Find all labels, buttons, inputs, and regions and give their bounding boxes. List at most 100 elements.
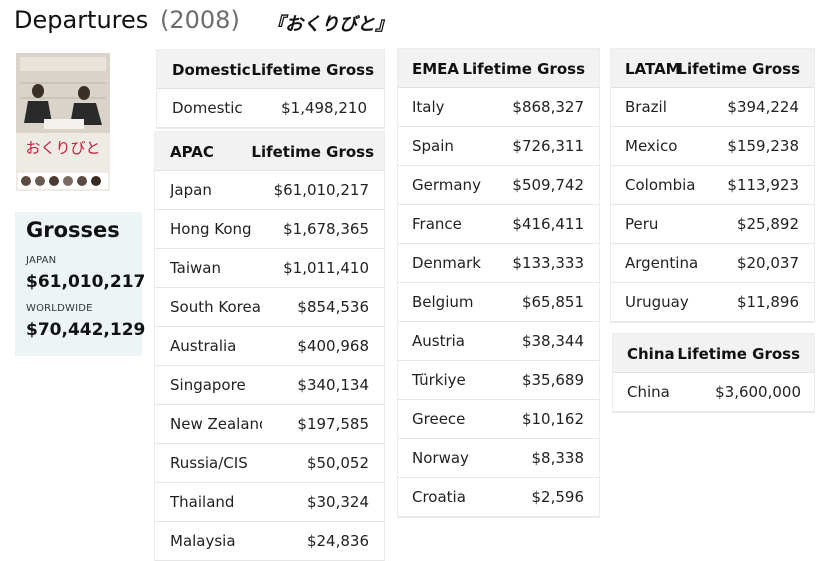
table-row: Japan $61,010,217	[155, 171, 384, 210]
region-header: APAC	[170, 143, 214, 161]
market-link[interactable]: Brazil	[625, 98, 667, 116]
release-year: (2008)	[160, 6, 240, 34]
lifetime-gross-header[interactable]: Lifetime Gross	[677, 345, 800, 363]
market-link[interactable]: Taiwan	[170, 259, 222, 277]
table-row: Germany $509,742	[398, 166, 599, 205]
region-header: Domestic	[172, 61, 251, 79]
gross-value: $65,851	[521, 293, 584, 311]
table-row: Belgium $65,851	[398, 283, 599, 322]
gross-value: $416,411	[512, 215, 584, 233]
market-link[interactable]: China	[627, 383, 670, 401]
table-row: Taiwan $1,011,410	[155, 249, 384, 288]
japanese-title: 『おくりびと』	[267, 14, 393, 35]
gross-value: $38,344	[521, 332, 584, 350]
gross-value: $113,923	[727, 176, 799, 194]
table-row: China $3,600,000	[613, 373, 814, 412]
market-link[interactable]: Colombia	[625, 176, 696, 194]
table-header: China Lifetime Gross	[613, 334, 814, 373]
market-link[interactable]: Thailand	[170, 493, 235, 511]
table-row: New Zealand $197,585	[155, 405, 384, 444]
table-row: Hong Kong $1,678,365	[155, 210, 384, 249]
market-link[interactable]: Argentina	[625, 254, 699, 272]
market-link[interactable]: Uruguay	[625, 293, 689, 311]
table-row: Australia $400,968	[155, 327, 384, 366]
market-link[interactable]: Mexico	[625, 137, 678, 155]
gross-value: $726,311	[512, 137, 584, 155]
movie-poster[interactable]: おくりびと	[16, 53, 110, 191]
latam-table: LATAM Lifetime Gross Brazil $394,224 Mexi…	[611, 49, 814, 322]
table-row: Türkiye $35,689	[398, 361, 599, 400]
market-link[interactable]: Domestic	[172, 99, 243, 117]
market-link[interactable]: Hong Kong	[170, 220, 252, 238]
table-row: Austria $38,344	[398, 322, 599, 361]
market-link[interactable]: Belgium	[412, 293, 474, 311]
lifetime-gross-header[interactable]: Lifetime Gross	[251, 143, 374, 161]
grosses-summary: Grosses JAPAN $61,010,217 WORLDWIDE $70,…	[15, 212, 146, 356]
market-link[interactable]: Austria	[412, 332, 465, 350]
gross-value: $1,498,210	[281, 99, 367, 117]
table-row: Italy $868,327	[398, 88, 599, 127]
table-row: Malaysia $24,836	[155, 522, 384, 561]
table-header: LATAM Lifetime Gross	[611, 49, 814, 88]
region-header: LATAM	[625, 60, 681, 78]
grosses-heading: Grosses	[26, 218, 120, 242]
page-title: Departures	[14, 6, 149, 34]
market-link[interactable]: Malaysia	[170, 532, 236, 550]
gross-value: $24,836	[306, 532, 369, 550]
japan-gross-label: JAPAN	[26, 255, 57, 266]
gross-value: $3,600,000	[715, 383, 801, 401]
lifetime-gross-header[interactable]: Lifetime Gross	[462, 60, 585, 78]
china-table: China Lifetime Gross China $3,600,000	[613, 334, 814, 412]
gross-value: $35,689	[521, 371, 584, 389]
worldwide-gross-label: WORLDWIDE	[26, 303, 93, 314]
table-row: Peru $25,892	[611, 205, 814, 244]
table-row: Norway $8,338	[398, 439, 599, 478]
market-link[interactable]: South Korea	[170, 298, 261, 316]
table-row: Domestic $1,498,210	[157, 89, 384, 128]
table-row: South Korea $854,536	[155, 288, 384, 327]
market-link[interactable]: Italy	[412, 98, 445, 116]
market-link[interactable]: Croatia	[412, 488, 466, 506]
table-header: APAC Lifetime Gross	[155, 132, 384, 171]
gross-value: $394,224	[727, 98, 799, 116]
market-link[interactable]: Norway	[412, 449, 469, 467]
table-header: EMEA Lifetime Gross	[398, 49, 599, 88]
market-link[interactable]: Türkiye	[412, 371, 466, 389]
region-header: EMEA	[412, 60, 460, 78]
page-header: Departures (2008) 『おくりびと』	[14, 6, 814, 42]
market-link[interactable]: Peru	[625, 215, 659, 233]
gross-value: $854,536	[297, 298, 369, 316]
gross-value: $197,585	[297, 415, 369, 433]
gross-value: $868,327	[512, 98, 584, 116]
table-row: Denmark $133,333	[398, 244, 599, 283]
gross-value: $25,892	[736, 215, 799, 233]
lifetime-gross-header[interactable]: Lifetime Gross	[251, 61, 374, 79]
market-link[interactable]: Denmark	[412, 254, 481, 272]
market-link[interactable]: Germany	[412, 176, 481, 194]
region-header: China	[627, 345, 675, 363]
market-link[interactable]: Singapore	[170, 376, 246, 394]
gross-value: $2,596	[531, 488, 585, 506]
worldwide-gross-value: $70,442,129	[26, 320, 146, 340]
market-link[interactable]: Australia	[170, 337, 237, 355]
market-link[interactable]: Spain	[412, 137, 454, 155]
market-link[interactable]: Russia/CIS	[170, 454, 248, 472]
table-row: Colombia $113,923	[611, 166, 814, 205]
table-row: Argentina $20,037	[611, 244, 814, 283]
market-link[interactable]: France	[412, 215, 462, 233]
table-row: Thailand $30,324	[155, 483, 384, 522]
gross-value: $8,338	[531, 449, 585, 467]
gross-value: $50,052	[306, 454, 369, 472]
japan-gross-value: $61,010,217	[26, 272, 146, 292]
market-link[interactable]: Greece	[412, 410, 466, 428]
gross-value: $1,011,410	[283, 259, 369, 277]
gross-value: $509,742	[512, 176, 584, 194]
gross-value: $1,678,365	[283, 220, 369, 238]
market-link[interactable]: New Zealand	[170, 415, 262, 433]
table-row: France $416,411	[398, 205, 599, 244]
market-link[interactable]: Japan	[170, 181, 212, 199]
table-row: Croatia $2,596	[398, 478, 599, 517]
gross-value: $340,134	[297, 376, 369, 394]
lifetime-gross-header[interactable]: Lifetime Gross	[677, 60, 800, 78]
table-row: Russia/CIS $50,052	[155, 444, 384, 483]
